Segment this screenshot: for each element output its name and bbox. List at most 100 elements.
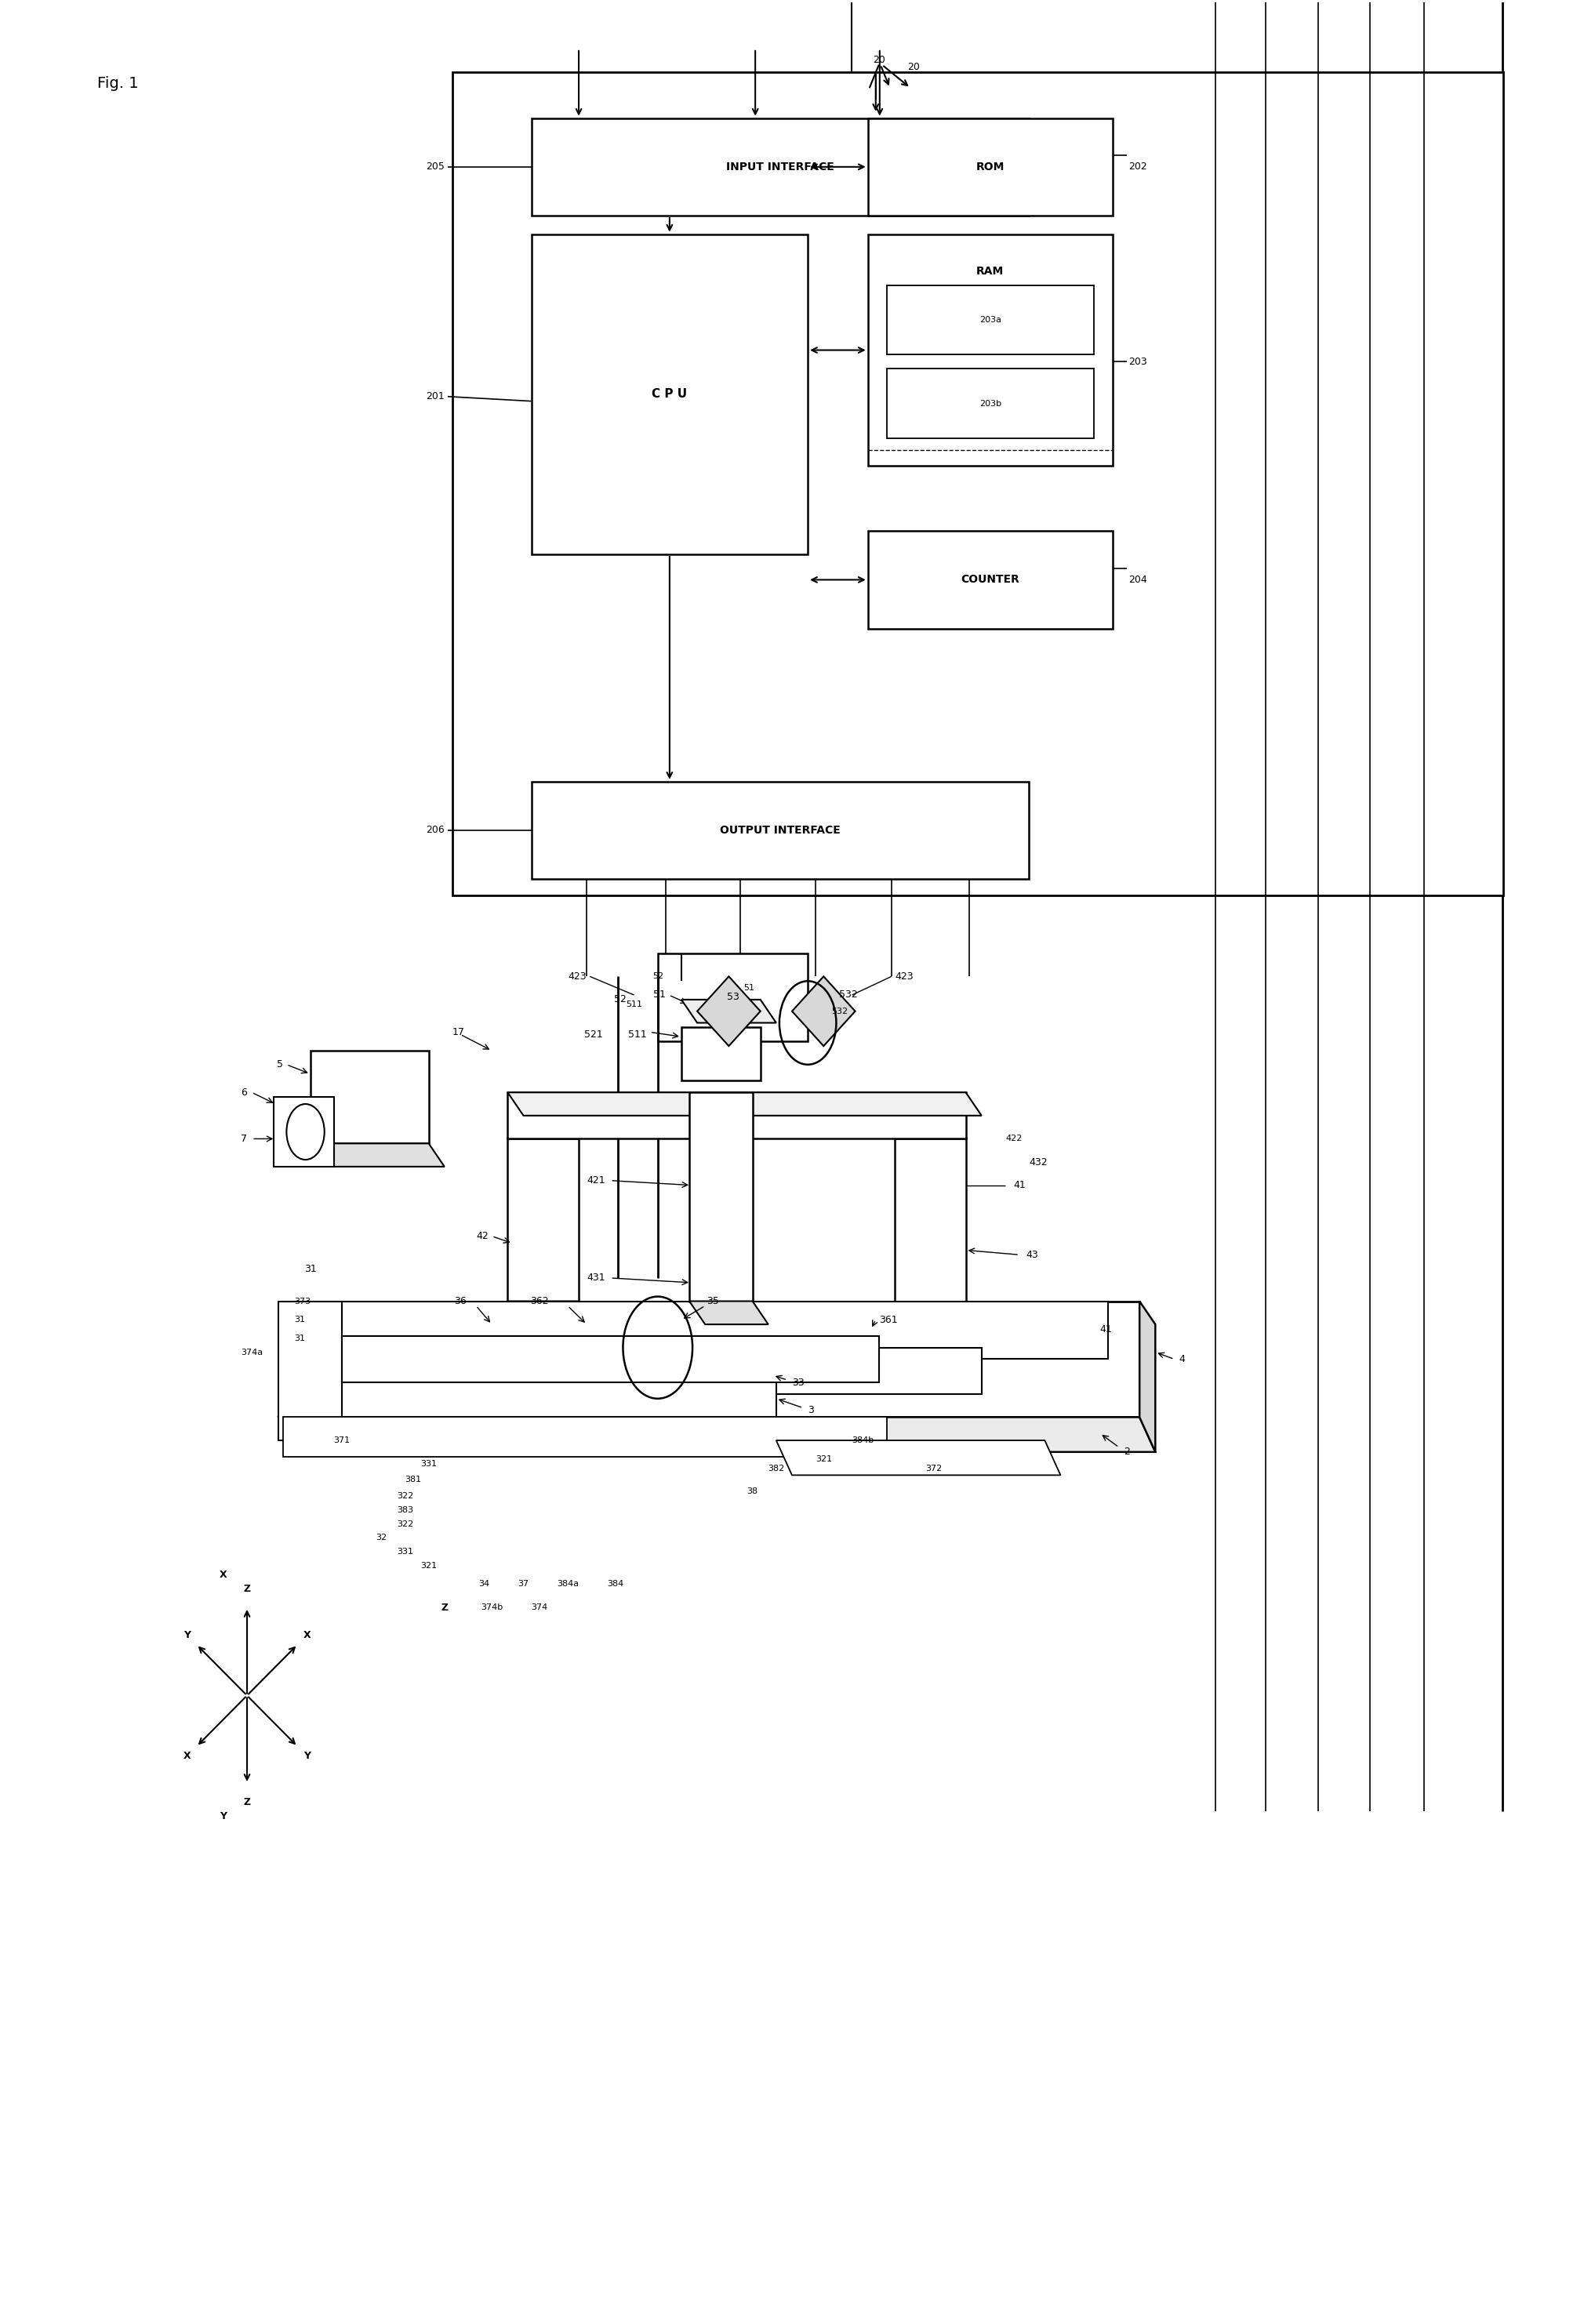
Polygon shape xyxy=(689,1301,768,1325)
Text: Z: Z xyxy=(244,1583,250,1594)
Text: 52: 52 xyxy=(613,995,626,1004)
Polygon shape xyxy=(279,1301,342,1441)
Text: 53: 53 xyxy=(727,992,740,1002)
Polygon shape xyxy=(507,1092,982,1116)
Text: 384: 384 xyxy=(607,1580,624,1587)
Text: X: X xyxy=(184,1750,190,1762)
Text: 432: 432 xyxy=(1030,1157,1047,1167)
Text: Y: Y xyxy=(304,1750,310,1762)
Text: 322: 322 xyxy=(396,1520,413,1527)
Bar xyxy=(868,532,1112,627)
Text: 201: 201 xyxy=(426,390,445,402)
Text: 202: 202 xyxy=(1128,163,1147,172)
Text: C P U: C P U xyxy=(653,388,687,400)
Text: 532: 532 xyxy=(832,1006,847,1016)
Text: 42: 42 xyxy=(477,1232,489,1241)
Text: Z: Z xyxy=(244,1796,250,1808)
Text: 511: 511 xyxy=(626,999,642,1009)
Polygon shape xyxy=(507,1301,594,1325)
Text: 31: 31 xyxy=(295,1315,306,1325)
Text: 38: 38 xyxy=(748,1487,759,1494)
Text: 35: 35 xyxy=(706,1297,719,1306)
Polygon shape xyxy=(279,1301,1139,1418)
Text: X: X xyxy=(220,1569,227,1580)
Text: 431: 431 xyxy=(588,1274,605,1283)
Text: 6: 6 xyxy=(241,1088,247,1097)
Text: X: X xyxy=(303,1629,310,1641)
Text: ROM: ROM xyxy=(976,160,1004,172)
Polygon shape xyxy=(310,1050,429,1143)
Text: 34: 34 xyxy=(478,1580,489,1587)
Text: 43: 43 xyxy=(1026,1250,1038,1260)
Polygon shape xyxy=(792,976,855,1046)
Text: 321: 321 xyxy=(816,1455,832,1462)
Polygon shape xyxy=(310,1143,445,1167)
Text: 421: 421 xyxy=(588,1176,605,1185)
Text: 3: 3 xyxy=(808,1406,814,1415)
Text: 20: 20 xyxy=(873,56,885,65)
Text: 372: 372 xyxy=(925,1464,942,1471)
Polygon shape xyxy=(507,1139,578,1301)
Text: 52: 52 xyxy=(653,971,664,981)
Polygon shape xyxy=(507,1092,966,1139)
Text: 31: 31 xyxy=(304,1264,317,1274)
Polygon shape xyxy=(681,999,776,1023)
Bar xyxy=(531,235,808,553)
Text: 20: 20 xyxy=(908,63,920,72)
Text: 374: 374 xyxy=(531,1604,548,1611)
Text: 422: 422 xyxy=(1006,1134,1022,1143)
Text: 521: 521 xyxy=(584,1030,602,1039)
Polygon shape xyxy=(776,1441,1061,1476)
Text: 203a: 203a xyxy=(979,316,1001,323)
Text: 41: 41 xyxy=(1099,1325,1112,1334)
Polygon shape xyxy=(895,1139,966,1313)
Text: 321: 321 xyxy=(420,1562,437,1569)
Text: 33: 33 xyxy=(792,1378,805,1387)
Text: 374a: 374a xyxy=(241,1348,263,1357)
Text: Y: Y xyxy=(220,1810,227,1822)
Text: Fig. 1: Fig. 1 xyxy=(97,77,138,91)
Polygon shape xyxy=(274,1097,334,1167)
Text: 423: 423 xyxy=(895,971,914,981)
Polygon shape xyxy=(310,1348,982,1394)
Polygon shape xyxy=(284,1418,887,1457)
Text: 51: 51 xyxy=(653,990,665,999)
Text: RAM: RAM xyxy=(976,265,1004,277)
Bar xyxy=(887,370,1093,439)
Bar xyxy=(868,119,1112,216)
Text: 203b: 203b xyxy=(979,400,1001,407)
Text: 532: 532 xyxy=(840,990,859,999)
Text: 41: 41 xyxy=(1014,1181,1025,1190)
Text: 205: 205 xyxy=(426,163,445,172)
Text: 7: 7 xyxy=(241,1134,247,1143)
Text: 5: 5 xyxy=(277,1060,284,1069)
Polygon shape xyxy=(279,1418,1155,1452)
Text: 204: 204 xyxy=(1128,574,1147,586)
Bar xyxy=(453,72,1503,895)
Text: 2: 2 xyxy=(1123,1448,1129,1457)
Polygon shape xyxy=(295,1301,1107,1360)
Text: COUNTER: COUNTER xyxy=(961,574,1020,586)
Text: INPUT INTERFACE: INPUT INTERFACE xyxy=(725,160,835,172)
Text: 383: 383 xyxy=(396,1506,413,1513)
Polygon shape xyxy=(895,1313,982,1336)
Polygon shape xyxy=(697,976,760,1046)
Text: 331: 331 xyxy=(420,1459,437,1466)
Polygon shape xyxy=(342,1336,879,1383)
Text: 32: 32 xyxy=(375,1534,386,1541)
Text: 361: 361 xyxy=(879,1315,898,1325)
Bar xyxy=(868,235,1112,467)
Bar xyxy=(531,119,1030,216)
Text: 17: 17 xyxy=(453,1027,464,1037)
Text: 36: 36 xyxy=(455,1297,466,1306)
Text: 381: 381 xyxy=(404,1476,421,1483)
Polygon shape xyxy=(681,1027,760,1081)
Text: Y: Y xyxy=(184,1629,190,1641)
Text: OUTPUT INTERFACE: OUTPUT INTERFACE xyxy=(719,825,841,837)
Text: 384a: 384a xyxy=(556,1580,578,1587)
Text: 423: 423 xyxy=(569,971,586,981)
Polygon shape xyxy=(689,1092,752,1301)
Text: 203: 203 xyxy=(1128,356,1147,367)
Text: 37: 37 xyxy=(518,1580,529,1587)
Text: 373: 373 xyxy=(295,1297,310,1306)
